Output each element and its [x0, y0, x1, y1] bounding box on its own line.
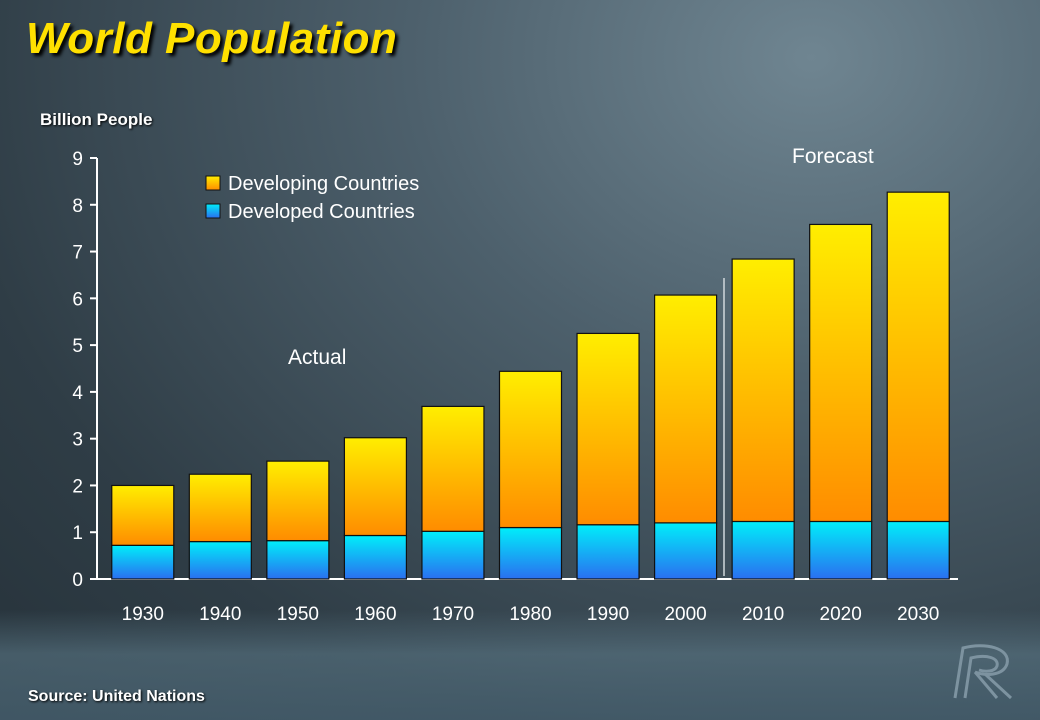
y-tick-label: 2 [72, 476, 83, 497]
y-tick-label: 3 [72, 430, 83, 451]
y-tick-label: 7 [72, 243, 83, 264]
page-title: World Population [26, 14, 398, 63]
x-tick-label: 1990 [587, 604, 629, 625]
bar-developing-countries-1940 [188, 473, 252, 543]
legend-label-developed-countries: Developed Countries [228, 201, 415, 223]
bar-developed-countries-1970 [421, 530, 485, 580]
bar-developing-countries-1930 [111, 484, 175, 546]
bar-developed-countries-1930 [111, 544, 175, 580]
annotation-actual: Actual [288, 346, 346, 369]
x-tick-label: 1980 [509, 604, 551, 625]
y-tick-label: 6 [72, 289, 83, 310]
bar-developing-countries-2020 [809, 223, 873, 523]
y-tick-label: 8 [72, 196, 83, 217]
x-tick-labels: 1930 1940 1950 1960 1970 1980 1990 2000 2010 2020… [122, 604, 940, 625]
bar-developed-countries-1950 [266, 540, 330, 580]
y-tick-label: 9 [72, 149, 83, 170]
x-tick-label: 1940 [199, 604, 241, 625]
bar-developed-countries-2030 [886, 520, 950, 580]
bars [111, 191, 950, 580]
legend-swatch-developed-countries [205, 203, 221, 219]
legend: Developing Countries Developed Countries [205, 173, 419, 223]
x-tick-label: 1950 [277, 604, 319, 625]
bar-developed-countries-1980 [498, 526, 563, 580]
bar-developing-countries-1980 [498, 370, 563, 529]
x-tick-label: 2030 [897, 604, 939, 625]
x-tick-label: 2010 [742, 604, 784, 625]
x-tick-label: 1930 [122, 604, 164, 625]
bar-developing-countries-1960 [343, 437, 408, 537]
y-tick-labels: 0 1 2 3 4 5 6 7 8 9 [72, 149, 83, 591]
y-tick-label: 4 [72, 383, 83, 404]
bar-developing-countries-2030 [886, 191, 950, 523]
y-axis-label: Billion People [40, 110, 153, 129]
legend-swatch-developing-countries [205, 175, 221, 191]
bar-developed-countries-1940 [188, 540, 252, 580]
bar-developing-countries-2010 [731, 258, 795, 523]
bar-developed-countries-1990 [576, 524, 640, 580]
bar-developed-countries-2010 [731, 520, 795, 580]
x-tick-label: 1960 [354, 604, 396, 625]
x-tick-label: 1970 [432, 604, 474, 625]
bar-developing-countries-1990 [576, 332, 640, 526]
x-tick-label: 2000 [664, 604, 706, 625]
bar-developed-countries-2020 [809, 520, 873, 580]
y-tick-label: 5 [72, 336, 83, 357]
bar-developing-countries-1970 [421, 405, 485, 532]
annotation-forecast: Forecast [792, 145, 874, 168]
x-tick-label: 2020 [820, 604, 862, 625]
company-logo-icon [953, 644, 1013, 700]
bar-developed-countries-2000 [653, 522, 718, 580]
bar-developing-countries-2000 [653, 294, 718, 524]
legend-label-developing-countries: Developing Countries [228, 173, 419, 195]
source-note: Source: United Nations [28, 688, 205, 705]
bar-developed-countries-1960 [343, 534, 408, 580]
y-tick-label: 1 [72, 523, 83, 544]
bar-developing-countries-1950 [266, 460, 330, 542]
background-band [0, 610, 1040, 720]
y-tick-label: 0 [72, 570, 83, 591]
